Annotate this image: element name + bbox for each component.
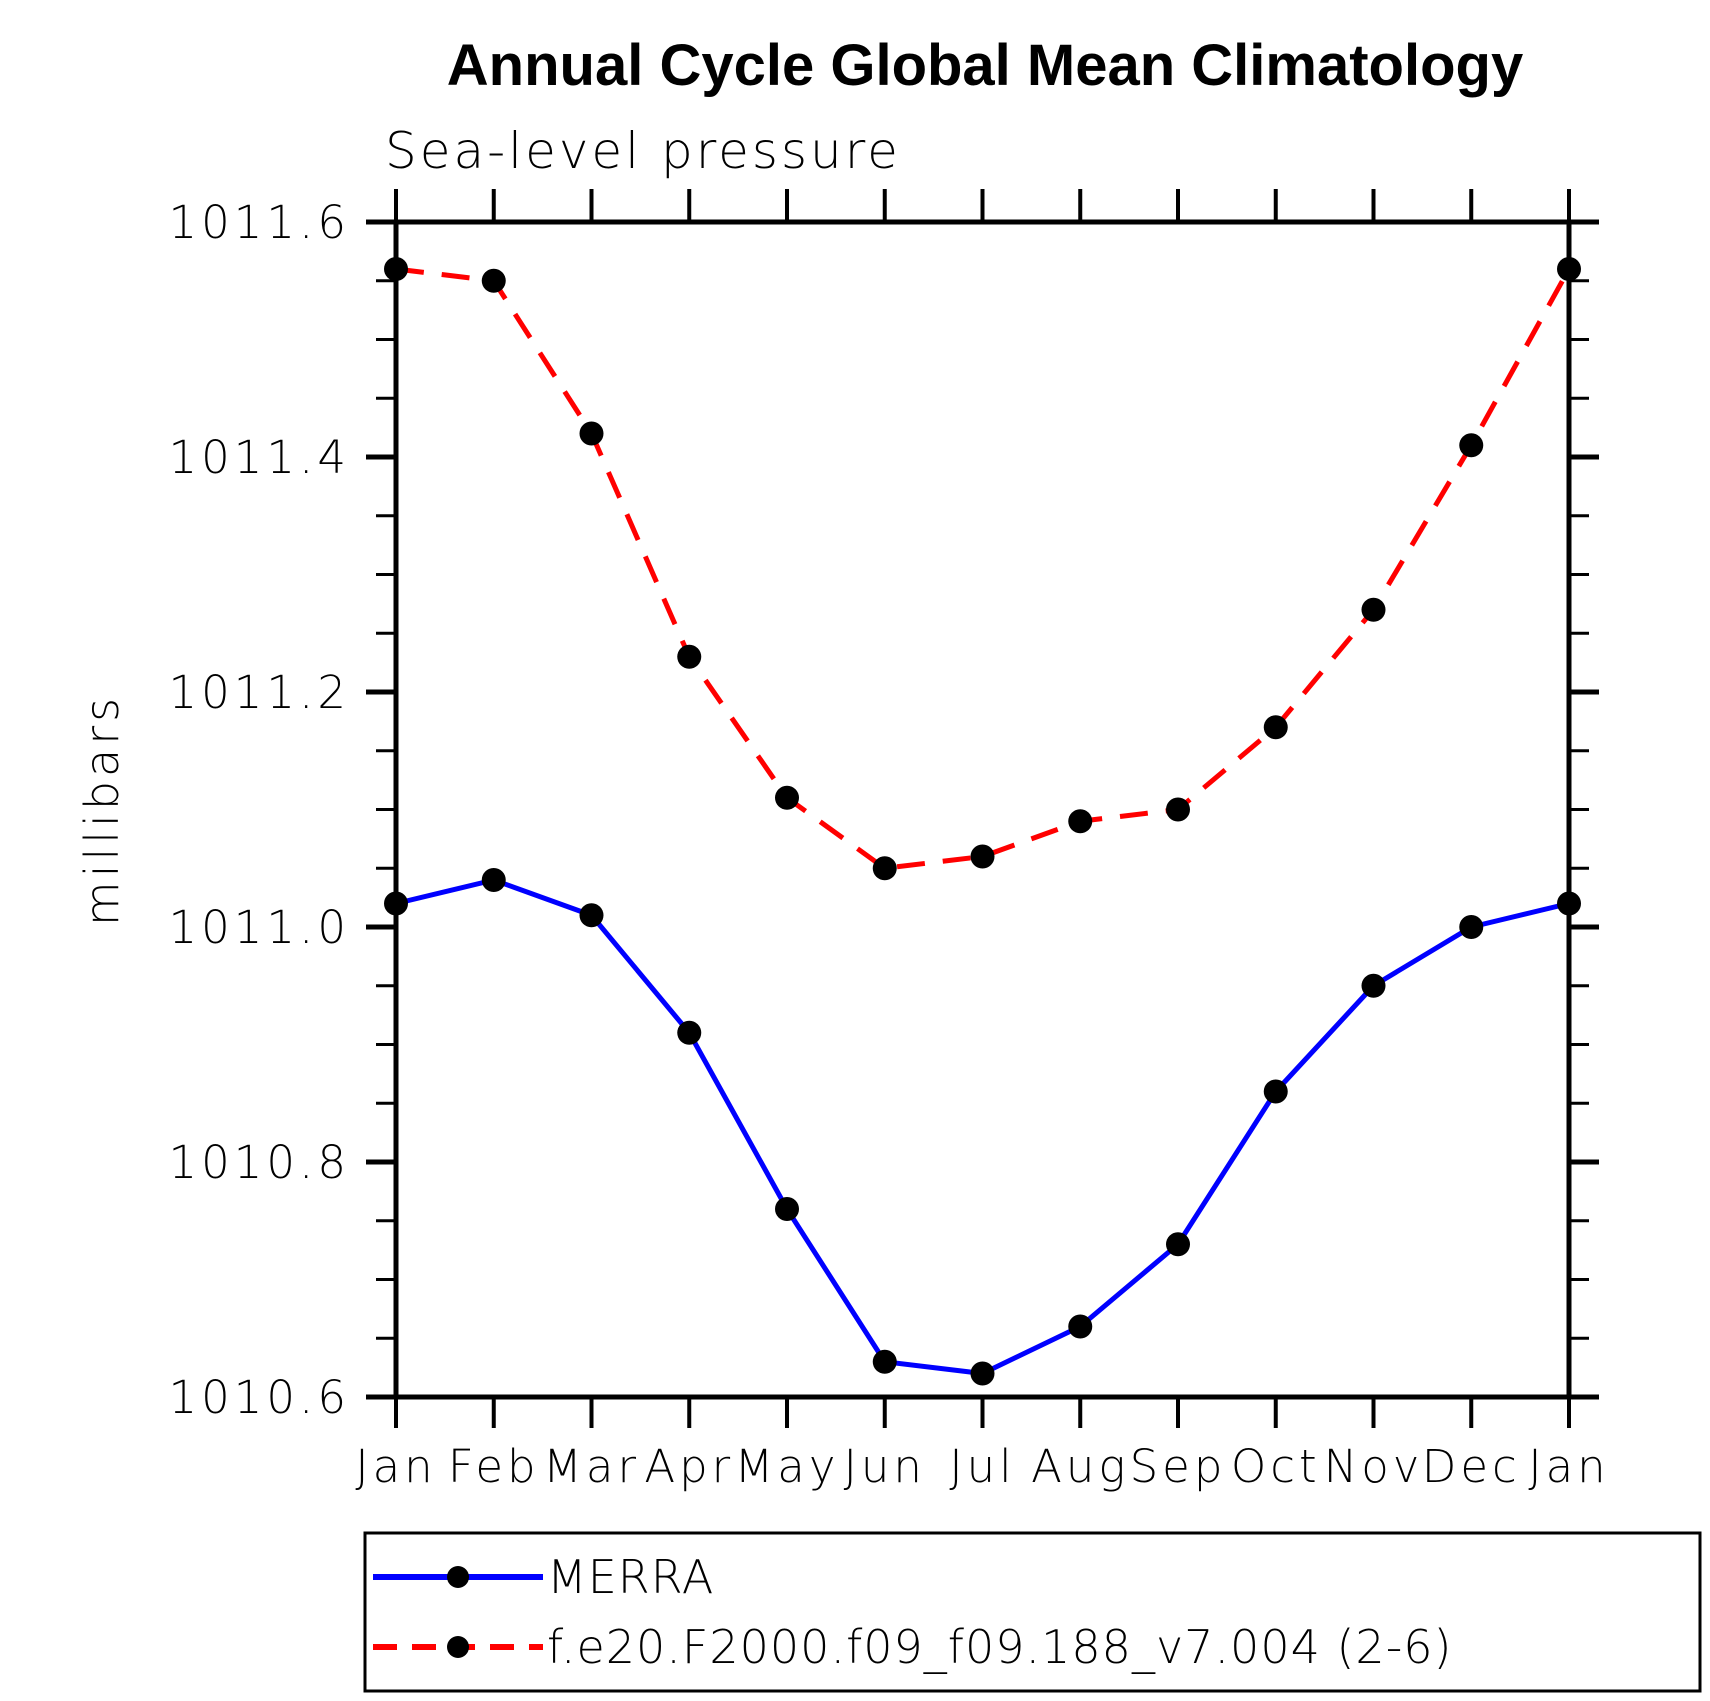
data-point-marker xyxy=(384,257,408,281)
y-tick-label: 1010.6 xyxy=(169,1371,350,1424)
x-tick-label: Apr xyxy=(644,1440,734,1493)
data-point-marker xyxy=(677,644,702,669)
data-point-marker xyxy=(1459,915,1484,939)
data-point-marker xyxy=(1361,597,1386,622)
data-point-marker xyxy=(872,856,897,881)
x-tick-label: Mar xyxy=(543,1440,640,1493)
y-tick-label: 1011.0 xyxy=(169,901,350,954)
data-point-marker xyxy=(579,903,604,928)
x-tick-label: Jan xyxy=(1528,1440,1609,1493)
plot-frame xyxy=(393,219,1572,1400)
data-point-marker xyxy=(1361,973,1386,998)
data-point-marker xyxy=(1557,257,1581,281)
data-point-marker xyxy=(481,268,506,293)
x-tick-label: Jul xyxy=(949,1440,1015,1493)
y-tick-label: 1011.6 xyxy=(169,196,350,249)
series-line-1 xyxy=(395,266,1572,871)
data-point-marker xyxy=(970,1361,995,1386)
data-point-marker xyxy=(970,844,995,869)
legend-box: MERRA f.e20.F2000.f09_f09.188_v7.004 (2-… xyxy=(363,1531,1702,1693)
series-line-0 xyxy=(395,877,1570,1376)
x-tick-label: Sep xyxy=(1130,1440,1227,1493)
data-point-marker xyxy=(1166,1232,1190,1257)
data-point-marker xyxy=(1557,891,1581,916)
chart-subtitle: Sea-level pressure xyxy=(385,122,901,180)
x-tick-label: Jan xyxy=(355,1440,436,1493)
data-point-marker xyxy=(1459,433,1484,458)
y-tick-label: 1011.2 xyxy=(169,666,350,719)
legend-entry-merra: MERRA xyxy=(373,1550,714,1604)
x-tick-label: Jun xyxy=(844,1440,926,1493)
x-tick-label: May xyxy=(734,1440,839,1493)
data-point-marker xyxy=(775,1197,799,1221)
data-point-marker xyxy=(872,1349,897,1374)
data-point-marker xyxy=(1263,715,1288,740)
y-axis-label: millibars xyxy=(75,694,129,926)
legend-entry-model: f.e20.F2000.f09_f09.188_v7.004 (2-6) xyxy=(373,1620,1453,1674)
x-tick-label: Dec xyxy=(1422,1440,1521,1493)
data-point-marker xyxy=(579,421,604,446)
legend-label-model: f.e20.F2000.f09_f09.188_v7.004 (2-6) xyxy=(547,1620,1453,1674)
data-point-marker xyxy=(1263,1079,1288,1104)
data-point-marker xyxy=(775,785,799,810)
x-tick-label: Oct xyxy=(1231,1440,1321,1493)
data-point-marker xyxy=(677,1020,702,1045)
data-point-marker xyxy=(1068,1314,1093,1339)
data-point-marker xyxy=(1068,809,1093,834)
legend-label-merra: MERRA xyxy=(547,1550,714,1604)
legend-marker-icon xyxy=(447,1636,469,1658)
x-tick-label: Feb xyxy=(448,1440,540,1493)
legend-border xyxy=(363,1531,1702,1693)
data-point-marker xyxy=(384,891,408,916)
data-point-marker xyxy=(1166,797,1190,822)
x-tick-label: Aug xyxy=(1031,1440,1129,1493)
x-tick-label: Nov xyxy=(1324,1440,1424,1493)
chart-title: Annual Cycle Global Mean Climatology xyxy=(447,33,1523,98)
y-tick-label: 1010.8 xyxy=(169,1136,350,1189)
data-point-marker xyxy=(481,868,506,892)
y-tick-label: 1011.4 xyxy=(169,431,350,484)
legend-marker-icon xyxy=(447,1566,469,1588)
